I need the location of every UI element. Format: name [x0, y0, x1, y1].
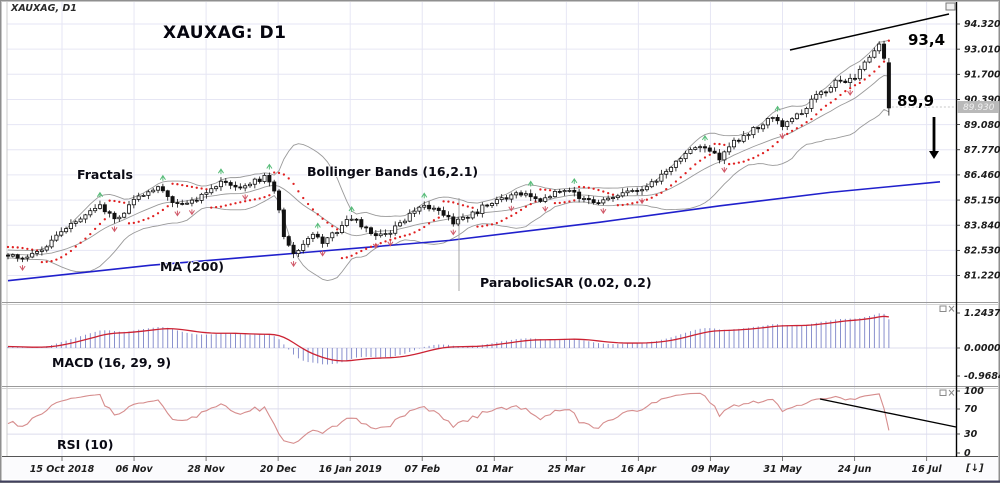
- down-arrow-icon: [929, 151, 939, 159]
- macd-pane-buttons: [939, 305, 955, 312]
- date-tick-label: 01 Mar: [476, 464, 514, 475]
- date-tick-label: 24 Jun: [838, 464, 872, 475]
- date-tick-label: 31 May: [763, 464, 802, 475]
- grid-layer: [6, 2, 956, 456]
- ma200-line: [7, 181, 941, 282]
- date-tick-label: 28 Nov: [187, 464, 225, 475]
- macd-tick-label: 0.0000: [964, 343, 1000, 354]
- current-price-box: 89.930: [957, 101, 999, 113]
- candlestick-series: [6, 40, 891, 263]
- price-tick-label: 89.080: [964, 120, 1000, 131]
- parabolic-sar-label: ParabolicSAR (0.02, 0.2): [480, 275, 652, 290]
- rsi-tick-label: 30: [964, 429, 978, 440]
- price-tick-label: 81.220: [964, 271, 1000, 282]
- date-tick-label: 16 Jul: [912, 464, 943, 475]
- price-tick-label: 93.010: [964, 44, 1000, 55]
- time-axis-nav-glyph[interactable]: [↓]: [966, 463, 984, 474]
- price-tick-label: 87.770: [964, 145, 1000, 156]
- chart-title: XAUXAG: D1: [163, 23, 287, 43]
- fractals-label: Fractals: [77, 167, 133, 182]
- date-tick-label: 20 Dec: [260, 464, 297, 475]
- down-arrow-shaft: [932, 117, 936, 151]
- rsi-pane-buttons: [939, 389, 955, 396]
- macd-signal-line: [7, 315, 889, 362]
- price-tick-label: 94.320: [964, 19, 1000, 30]
- rsi-label: RSI (10): [57, 437, 114, 452]
- bollinger-bands-lines: [7, 39, 890, 282]
- date-tick-label: 16 Jan 2019: [319, 464, 382, 475]
- price-tick-label: 90.390: [964, 95, 1000, 106]
- macd-pane-restore-icon[interactable]: [939, 305, 947, 312]
- date-tick-label: 07 Feb: [404, 464, 440, 475]
- rsi-tick-label: 100: [964, 386, 984, 397]
- date-tick-label: 06 Nov: [115, 464, 153, 475]
- price-tick-label: 85.150: [964, 195, 1000, 206]
- price-tick-label: 83.840: [964, 220, 1000, 231]
- price-axis: 94.320 93.010 91.700 90.390 89.080 87.770 86.4…: [955, 2, 1000, 459]
- peak-price-callout: 93,4: [908, 31, 946, 49]
- bollinger-bands-label: Bollinger Bands (16,2.1): [307, 164, 479, 179]
- rsi-tick-label: 0: [964, 448, 971, 459]
- symbol-period-label: XAUXAG, D1: [11, 3, 77, 14]
- rsi-pane-close-icon[interactable]: [948, 389, 955, 396]
- annotations-layer: [458, 13, 957, 428]
- price-tick-label: 82.530: [964, 246, 1000, 257]
- last-price-callout: 89,9: [897, 92, 935, 110]
- date-tick-label: 16 Apr: [621, 464, 658, 475]
- date-tick-label: 25 Mar: [548, 464, 586, 475]
- rsi-pane-restore-icon[interactable]: [939, 389, 947, 396]
- time-axis: 15 Oct 2018 06 Nov 28 Nov 20 Dec 16 Jan 2019…: [30, 457, 943, 475]
- macd-tick-label: 1.2437: [964, 308, 1000, 319]
- main-pane-buttons: [945, 2, 956, 11]
- main-trendline[interactable]: [789, 13, 950, 51]
- chart-corner-icon[interactable]: [945, 2, 956, 11]
- macd-label: MACD (16, 29, 9): [52, 355, 172, 370]
- current-price-value: 89.930: [963, 103, 995, 113]
- rsi-line: [7, 392, 890, 444]
- rsi-tick-label: 70: [964, 404, 978, 415]
- parabolic-sar-dots: [6, 39, 891, 264]
- date-tick-label: 15 Oct 2018: [30, 464, 95, 475]
- rsi-trendline[interactable]: [819, 398, 957, 428]
- price-tick-label: 91.700: [964, 70, 1000, 81]
- ma200-label: MA (200): [160, 259, 224, 274]
- price-tick-label: 86.460: [964, 170, 1000, 181]
- macd-pane-close-icon[interactable]: [948, 305, 955, 312]
- macd-tick-label: -0.9684: [964, 371, 1000, 382]
- date-tick-label: 09 May: [691, 464, 730, 475]
- fractal-arrows: [19, 89, 854, 272]
